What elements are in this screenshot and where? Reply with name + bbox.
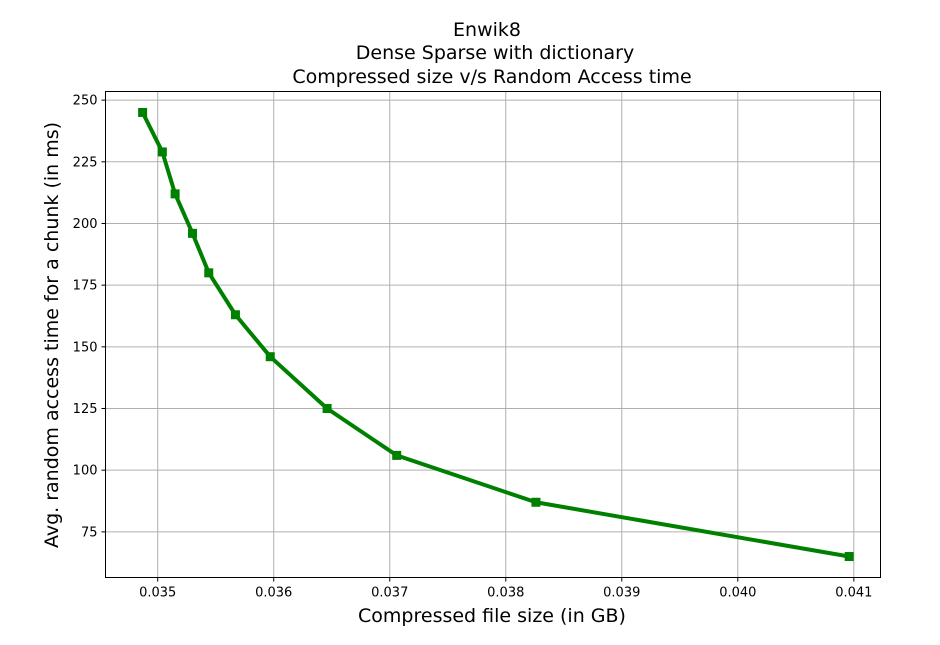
- data-point-marker: [265, 352, 275, 362]
- x-tick-label: 0.040: [719, 586, 756, 601]
- x-tick-label: 0.039: [603, 586, 640, 601]
- data-point-marker: [204, 268, 214, 278]
- data-point-marker: [392, 450, 402, 460]
- y-tick-label: 200: [73, 217, 98, 232]
- series-group: [138, 107, 854, 562]
- x-axis-label: Compressed file size (in GB): [358, 605, 626, 627]
- x-tick-label: 0.038: [487, 586, 524, 601]
- data-point-marker: [844, 552, 854, 562]
- y-axis-label: Avg. random access time for a chunk (in …: [41, 122, 63, 548]
- x-tick-label: 0.036: [255, 586, 292, 601]
- y-tick-label: 100: [73, 464, 98, 479]
- series-line: [140, 111, 850, 559]
- data-point-marker: [157, 147, 167, 157]
- y-tick-label: 75: [81, 525, 98, 540]
- data-point-marker: [322, 404, 332, 414]
- chart-title-line-1: Enwik8: [453, 19, 521, 41]
- plot-frame: [105, 91, 881, 578]
- y-tick-label: 250: [73, 94, 98, 109]
- y-tick-label: 150: [73, 340, 98, 355]
- data-point-marker: [230, 310, 240, 320]
- axis-ticks: 0.035 0.036 0.037 0.038 0.039 0.040 0.041 75 100…: [73, 94, 873, 601]
- chart-title-line-2: Dense Sparse with dictionary: [356, 42, 634, 64]
- y-tick-label: 225: [73, 155, 98, 170]
- data-point-marker: [138, 107, 148, 117]
- x-tick-label: 0.035: [139, 586, 176, 601]
- data-point-marker: [188, 228, 198, 238]
- chart-title-line-3: Compressed size v/s Random Access time: [292, 66, 691, 88]
- data-point-marker: [170, 189, 180, 199]
- y-tick-label: 175: [73, 279, 98, 294]
- data-point-marker: [531, 497, 541, 507]
- y-tick-label: 125: [73, 402, 98, 417]
- grid: [105, 91, 881, 578]
- x-tick-label: 0.041: [835, 586, 872, 601]
- x-tick-label: 0.037: [371, 586, 408, 601]
